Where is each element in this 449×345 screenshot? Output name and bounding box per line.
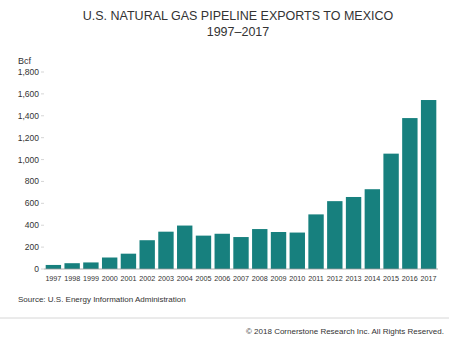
bar [271,232,286,269]
bar [121,254,136,269]
x-tick-label: 2004 [177,274,193,283]
y-tick-label: 200 [25,242,39,252]
bar [102,258,117,269]
y-tick-label: 800 [25,176,39,186]
x-tick-label: 1999 [83,274,99,283]
x-tick-label: 2009 [271,274,287,283]
y-tick-label: 1,000 [18,155,40,165]
x-tick-label: 2007 [233,274,249,283]
bar [308,214,323,269]
x-tick-label: 2012 [327,274,343,283]
y-tick-label: 1,200 [18,133,40,143]
y-tick [41,72,44,73]
x-tick-label: 1997 [45,274,61,283]
subtitle: 1997–2017 [207,25,270,39]
x-tick-label: 2006 [214,274,230,283]
y-tick [41,225,44,226]
bar [402,118,417,269]
background [0,0,449,345]
bar [365,189,380,269]
y-tick [41,269,44,270]
x-tick-label: 1998 [64,274,80,283]
x-tick-label: 2002 [139,274,155,283]
copyright: © 2018 Cornerstone Research Inc. All Rig… [246,327,444,336]
y-tick [41,137,44,138]
bar [64,263,79,269]
bar [177,226,192,269]
x-tick-label: 2015 [383,274,399,283]
bar [215,234,230,269]
x-tick-label: 2005 [195,274,211,283]
y-tick [41,115,44,116]
y-tick-label: 1,800 [18,67,40,77]
y-tick-label: 0 [34,264,39,274]
y-axis-label: Bcf [18,56,32,66]
bars [46,100,437,269]
x-tick-label: 2013 [346,274,362,283]
separator [0,318,449,319]
x-tick-label: 2016 [402,274,418,283]
bar [196,236,211,269]
y-tick [41,247,44,248]
bar [346,197,361,269]
y-tick-label: 600 [25,198,39,208]
x-tick-label: 2003 [158,274,174,283]
x-axis [44,269,438,270]
y-tick [41,203,44,204]
bar [383,154,398,269]
y-tick [41,159,44,160]
bar [327,201,342,269]
bar [290,233,305,269]
x-tick-label: 2010 [289,274,305,283]
x-tick-label: 2008 [252,274,268,283]
y-tick [41,181,44,182]
x-tick-label: 2001 [120,274,136,283]
y-tick-label: 400 [25,220,39,230]
bar [421,100,436,269]
bar [158,232,173,269]
source: Source: U.S. Energy Information Administ… [18,295,186,304]
y-tick-label: 1,600 [18,89,40,99]
x-tick-label: 2000 [102,274,118,283]
x-tick-label: 2011 [308,274,323,283]
bar [252,229,267,269]
bar [139,240,154,269]
bar [233,237,248,269]
y-tick [41,93,44,94]
bar [46,265,61,269]
title: U.S. NATURAL GAS PIPELINE EXPORTS TO MEX… [83,9,394,23]
x-tick-label: 2017 [421,274,437,283]
x-tick-label: 2014 [364,274,380,283]
bar [83,262,98,269]
y-tick-label: 1,400 [18,111,40,121]
